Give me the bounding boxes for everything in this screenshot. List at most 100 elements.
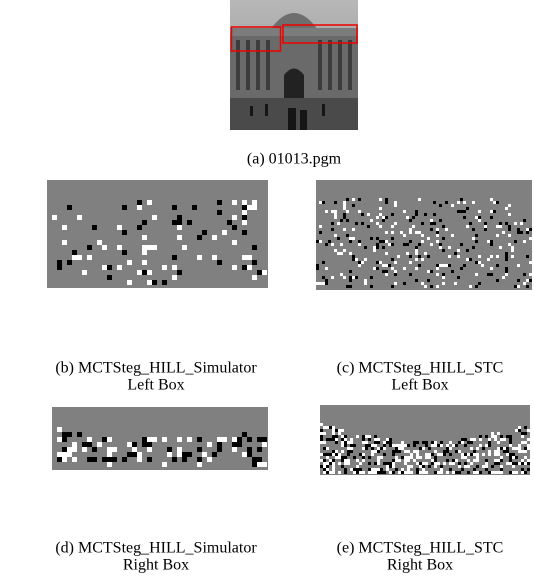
pixel bbox=[430, 243, 433, 246]
pixel bbox=[335, 453, 338, 456]
pixel bbox=[385, 240, 388, 243]
pixel bbox=[497, 453, 500, 456]
pixel bbox=[418, 264, 421, 267]
pixel bbox=[377, 438, 380, 441]
pixel bbox=[222, 437, 227, 442]
pixel bbox=[323, 468, 326, 471]
pixel bbox=[385, 231, 388, 234]
pixel bbox=[439, 246, 442, 249]
pixel bbox=[392, 471, 395, 474]
pixel bbox=[508, 243, 511, 246]
pixel bbox=[72, 447, 77, 452]
pixel bbox=[142, 442, 147, 447]
pixel bbox=[508, 228, 511, 231]
pixel bbox=[326, 465, 329, 468]
pixel bbox=[496, 234, 499, 237]
pixel bbox=[464, 456, 467, 459]
pixel bbox=[322, 276, 325, 279]
pixel bbox=[434, 441, 437, 444]
pixel bbox=[326, 462, 329, 465]
pixel bbox=[332, 459, 335, 462]
pixel bbox=[320, 429, 323, 432]
pixel bbox=[386, 465, 389, 468]
pixel bbox=[325, 282, 328, 285]
pixel bbox=[320, 423, 323, 426]
pixel bbox=[217, 447, 222, 452]
pixel bbox=[82, 270, 87, 275]
pixel bbox=[524, 447, 527, 450]
pixel bbox=[440, 468, 443, 471]
pixel bbox=[341, 438, 344, 441]
pixel bbox=[433, 213, 436, 216]
pixel bbox=[177, 270, 182, 275]
pixel bbox=[137, 205, 142, 210]
pixel bbox=[332, 453, 335, 456]
pixel bbox=[242, 230, 247, 235]
pixel bbox=[460, 198, 463, 201]
pixel bbox=[389, 471, 392, 474]
pixel bbox=[334, 210, 337, 213]
modification-map bbox=[316, 180, 532, 290]
pixel bbox=[117, 225, 122, 230]
pixel bbox=[343, 216, 346, 219]
pixel bbox=[427, 279, 430, 282]
pixel bbox=[334, 234, 337, 237]
pixel bbox=[344, 444, 347, 447]
pixel bbox=[347, 441, 350, 444]
pixel bbox=[497, 441, 500, 444]
pixel bbox=[500, 459, 503, 462]
pixel bbox=[437, 444, 440, 447]
pixel bbox=[386, 441, 389, 444]
pixel bbox=[374, 462, 377, 465]
pixel bbox=[428, 456, 431, 459]
pixel bbox=[358, 198, 361, 201]
pixel bbox=[320, 438, 323, 441]
pixel bbox=[407, 444, 410, 447]
pixel bbox=[407, 468, 410, 471]
pixel bbox=[505, 273, 508, 276]
pixel bbox=[491, 465, 494, 468]
pixel bbox=[320, 453, 323, 456]
pixel bbox=[494, 459, 497, 462]
pixel bbox=[526, 231, 529, 234]
pixel bbox=[137, 225, 142, 230]
pixel bbox=[403, 282, 406, 285]
pixel bbox=[379, 207, 382, 210]
pixel bbox=[127, 280, 132, 285]
pixel bbox=[358, 264, 361, 267]
pixel bbox=[341, 465, 344, 468]
pixel bbox=[526, 228, 529, 231]
pixel bbox=[346, 234, 349, 237]
pixel bbox=[437, 453, 440, 456]
pixel bbox=[326, 468, 329, 471]
pixel bbox=[102, 437, 107, 442]
pixel bbox=[487, 258, 490, 261]
pixel bbox=[485, 459, 488, 462]
pixel bbox=[512, 465, 515, 468]
pixel bbox=[371, 471, 374, 474]
pixel bbox=[362, 435, 365, 438]
pixel bbox=[403, 234, 406, 237]
pixel bbox=[455, 459, 458, 462]
pixel bbox=[177, 235, 182, 240]
pixel bbox=[508, 204, 511, 207]
pixel bbox=[335, 456, 338, 459]
pixel bbox=[419, 471, 422, 474]
pixel bbox=[376, 222, 379, 225]
pixel bbox=[152, 437, 157, 442]
pixel bbox=[344, 471, 347, 474]
pixel bbox=[337, 252, 340, 255]
pixel bbox=[430, 270, 433, 273]
pixel bbox=[419, 456, 422, 459]
pixel bbox=[362, 471, 365, 474]
pixel bbox=[334, 201, 337, 204]
pixel bbox=[389, 462, 392, 465]
pixel bbox=[494, 438, 497, 441]
pixel bbox=[147, 270, 152, 275]
pixel bbox=[418, 255, 421, 258]
pixel bbox=[242, 220, 247, 225]
pixel bbox=[172, 275, 177, 280]
pixel bbox=[506, 447, 509, 450]
pixel bbox=[485, 465, 488, 468]
pixel bbox=[67, 260, 72, 265]
